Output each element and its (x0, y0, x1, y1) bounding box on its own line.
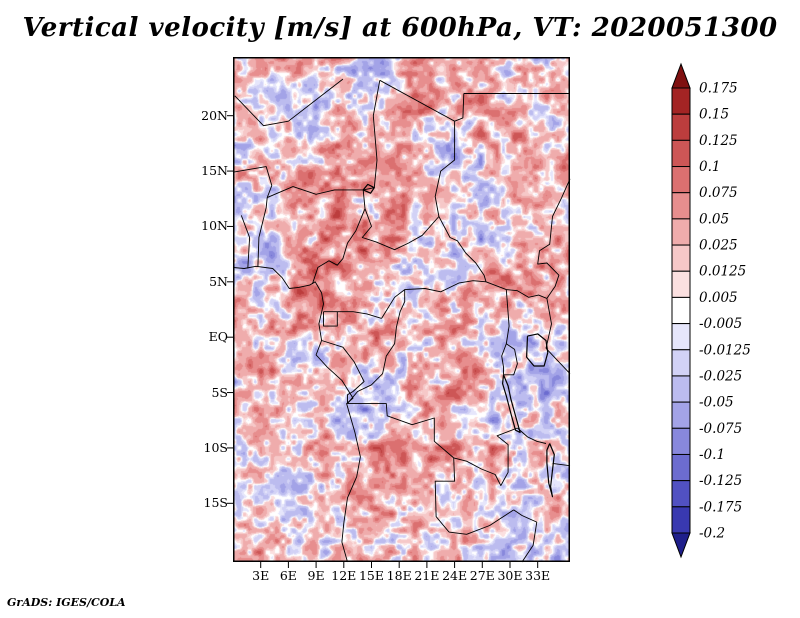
colorbar-label: 0.025 (699, 238, 738, 254)
y-tick-label: 10S (203, 439, 228, 455)
x-tick-label: 33E (525, 568, 551, 583)
x-tick-label: 15E (358, 568, 384, 583)
colorbar-label: -0.0125 (699, 342, 751, 358)
colorbar-segment (671, 139, 691, 168)
lake-outline-lake-chad (362, 183, 375, 194)
border-line-equatorial-guinea (323, 311, 338, 327)
colorbar-label: 0.05 (699, 211, 729, 227)
border-line-rwanda-burundi-tanzania (503, 343, 518, 376)
colorbar-segment (671, 87, 691, 115)
x-tick-label: 12E (331, 568, 357, 583)
colorbar-label: 0.125 (699, 133, 738, 149)
y-tick-label: EQ (208, 329, 228, 345)
colorbar-segment (671, 375, 691, 403)
border-line-zambezi-borders (448, 509, 514, 535)
y-tick-label: 5S (211, 384, 228, 400)
colorbar-label: -0.2 (699, 526, 725, 542)
colorbar-label: -0.125 (699, 473, 742, 489)
x-tick-label: 24E (442, 568, 468, 583)
border-line-car-sudan (438, 216, 487, 282)
border-line-chad-sudan (434, 121, 456, 217)
lake-outline-lake-malawi (546, 443, 555, 498)
border-line-benin-nigeria (257, 197, 268, 267)
colorbar-segment (671, 218, 691, 246)
border-line-zambia-drc (453, 427, 518, 487)
map-frame (233, 57, 570, 562)
border-line-tanzania-mozambique (552, 462, 571, 467)
colorbar-label: 0.15 (699, 107, 729, 123)
border-line-angola-zambia-namibia (434, 457, 456, 533)
border-line-chad-car (361, 208, 440, 251)
border-line-niger-nigeria (267, 186, 364, 199)
lake-outline-lake-victoria (526, 333, 549, 367)
x-tick-label: 18E (386, 568, 412, 583)
y-tick-label: 5N (209, 273, 228, 289)
colorbar-segment (671, 166, 691, 194)
colorbar-segment (671, 113, 691, 141)
colorbar-label: -0.1 (699, 447, 725, 463)
colorbar-segment (671, 192, 691, 220)
border-line-algeria-niger (234, 78, 344, 127)
border-line-zimbabwe-mozambique (513, 509, 538, 563)
border-line-congo-drc-river (347, 289, 406, 404)
colorbar-label: 0.175 (699, 81, 738, 97)
y-tick-label: 10N (201, 218, 228, 234)
y-tick-label: 15N (201, 163, 228, 179)
border-line-cameroon-gabon-congo (323, 311, 382, 319)
y-tick-label: 20N (201, 107, 228, 123)
border-line-sudan-ethiopia (537, 178, 571, 299)
colorbar-segment (671, 349, 691, 377)
colorbar-label: -0.175 (699, 499, 742, 515)
colorbar-segment (671, 453, 691, 482)
border-line-kenya-tanzania (545, 347, 571, 375)
colorbar-label: -0.05 (699, 395, 734, 411)
border-line-tanzania-zambia (517, 427, 547, 444)
x-tick-label: 21E (414, 568, 440, 583)
border-line-libya-egypt (454, 93, 465, 122)
y-tick-label: 15S (203, 495, 228, 511)
border-line-gabon-congo (321, 340, 365, 404)
border-line-angola-drc (347, 403, 454, 459)
colorbar-segment (671, 480, 691, 508)
border-line-niger-mali-burkina (232, 166, 273, 198)
colorbar: 0.175 0.15 0.125 0.1 0.075 0.05 0.025 0.0125 0.0… (671, 62, 751, 559)
border-line-niger-chad (363, 80, 381, 191)
x-tick-label: 9E (307, 568, 325, 583)
colorbar-label: -0.075 (699, 421, 742, 437)
border-line-nigeria-cameroon (311, 189, 366, 285)
border-line-coastline-west-africa (232, 265, 361, 563)
colorbar-segment (671, 401, 691, 429)
border-line-togo-benin (240, 215, 251, 269)
colorbar-segment (671, 270, 691, 298)
lake-outline-lake-tanganyika (502, 374, 521, 433)
colorbar-segment (671, 323, 691, 351)
border-line-south-sudan-uganda (485, 281, 548, 299)
x-tick-label: 27E (469, 568, 495, 583)
border-line-rift-drc-uganda (501, 289, 510, 375)
colorbar-segment (671, 296, 691, 325)
colorbar-segment (671, 244, 691, 272)
colorbar-over-arrow (671, 62, 691, 89)
plot-title: Vertical velocity [m/s] at 600hPa, VT: 2… (22, 13, 778, 43)
grads-credit: GrADS: IGES/COLA (7, 596, 126, 609)
colorbar-segment (671, 506, 691, 534)
map-plot-area (227, 57, 571, 568)
border-line-car-drc (381, 280, 487, 319)
colorbar-label: 0.075 (699, 185, 738, 201)
border-line-uganda-kenya (545, 298, 552, 349)
x-tick-label: 6E (279, 568, 297, 583)
colorbar-segment (671, 427, 691, 455)
map-borders-overlay (227, 57, 571, 568)
colorbar-label: 0.0125 (699, 264, 746, 280)
colorbar-under-arrow (671, 532, 691, 559)
border-line-libya-chad (379, 79, 455, 122)
colorbar-label: 0.005 (699, 290, 738, 306)
colorbar-label: -0.025 (699, 368, 742, 384)
colorbar-label: -0.005 (699, 316, 742, 332)
x-tick-label: 30E (497, 568, 523, 583)
x-tick-label: 3E (252, 568, 270, 583)
colorbar-label: 0.1 (699, 159, 720, 175)
